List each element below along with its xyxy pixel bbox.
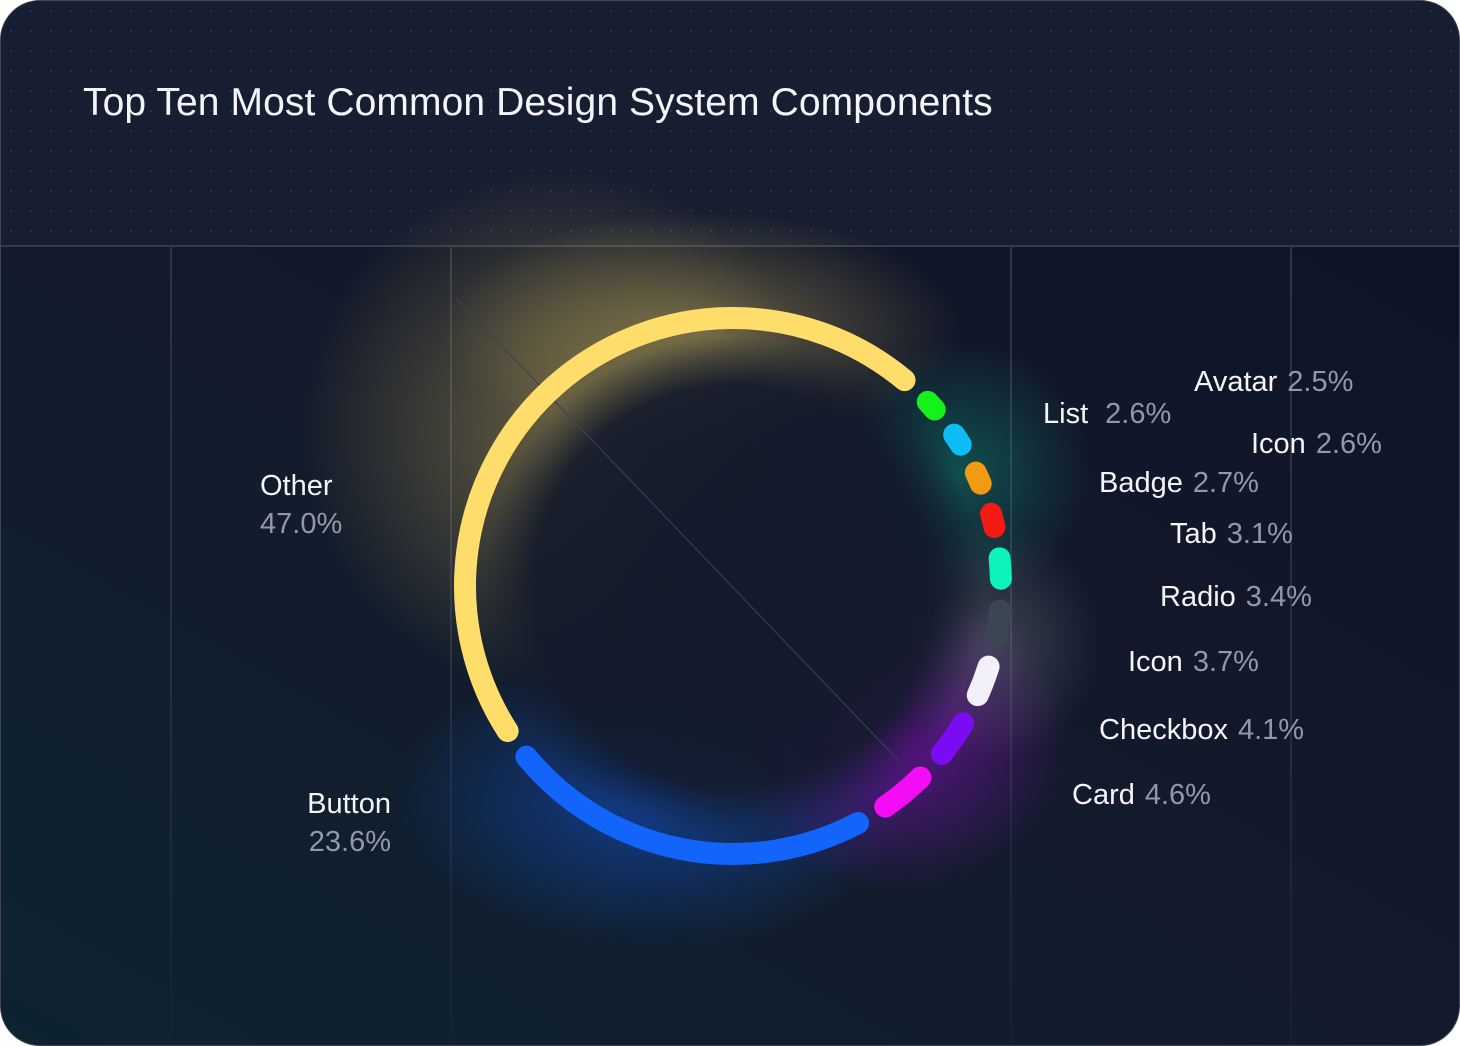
diagonal-guide-line	[455, 297, 900, 762]
segment-button[interactable]	[515, 745, 870, 865]
segment-tab[interactable]	[988, 547, 1012, 590]
segment-checkbox[interactable]	[930, 712, 975, 765]
segment-radio[interactable]	[985, 599, 1011, 647]
label-badge: Badge 2.7%	[1099, 467, 1259, 499]
glow-layer	[301, 171, 1101, 951]
label-checkbox: Checkbox 4.1%	[1099, 714, 1305, 746]
label-icon-2: Icon 3.7%	[1128, 646, 1259, 678]
label-radio: Radio 3.4%	[1160, 581, 1312, 613]
segment-list[interactable]	[943, 423, 972, 456]
segment-badge[interactable]	[980, 502, 1006, 538]
segment-card[interactable]	[874, 766, 932, 818]
label-icon-1: Icon 2.6%	[1251, 428, 1382, 460]
label-card: Card 4.6%	[1072, 779, 1211, 811]
grid-line	[1290, 247, 1292, 1045]
chart-header: Top Ten Most Common Design System Compon…	[1, 1, 1459, 247]
ring-segments	[454, 307, 1012, 865]
leader-lines	[372, 382, 1241, 826]
grid-line	[170, 247, 172, 1045]
label-list: List 2.6%	[1043, 398, 1172, 430]
label-button: Button 23.6%	[307, 788, 391, 858]
label-tab: Tab 3.1%	[1170, 518, 1293, 550]
chart-title: Top Ten Most Common Design System Compon…	[83, 81, 993, 124]
label-other: Other 47.0%	[260, 470, 343, 540]
segment-icon[interactable]	[966, 655, 1000, 707]
segment-avatar[interactable]	[916, 390, 946, 421]
segment-icon[interactable]	[964, 461, 992, 495]
label-avatar: Avatar 2.5%	[1194, 366, 1354, 398]
segment-other[interactable]	[454, 307, 916, 743]
